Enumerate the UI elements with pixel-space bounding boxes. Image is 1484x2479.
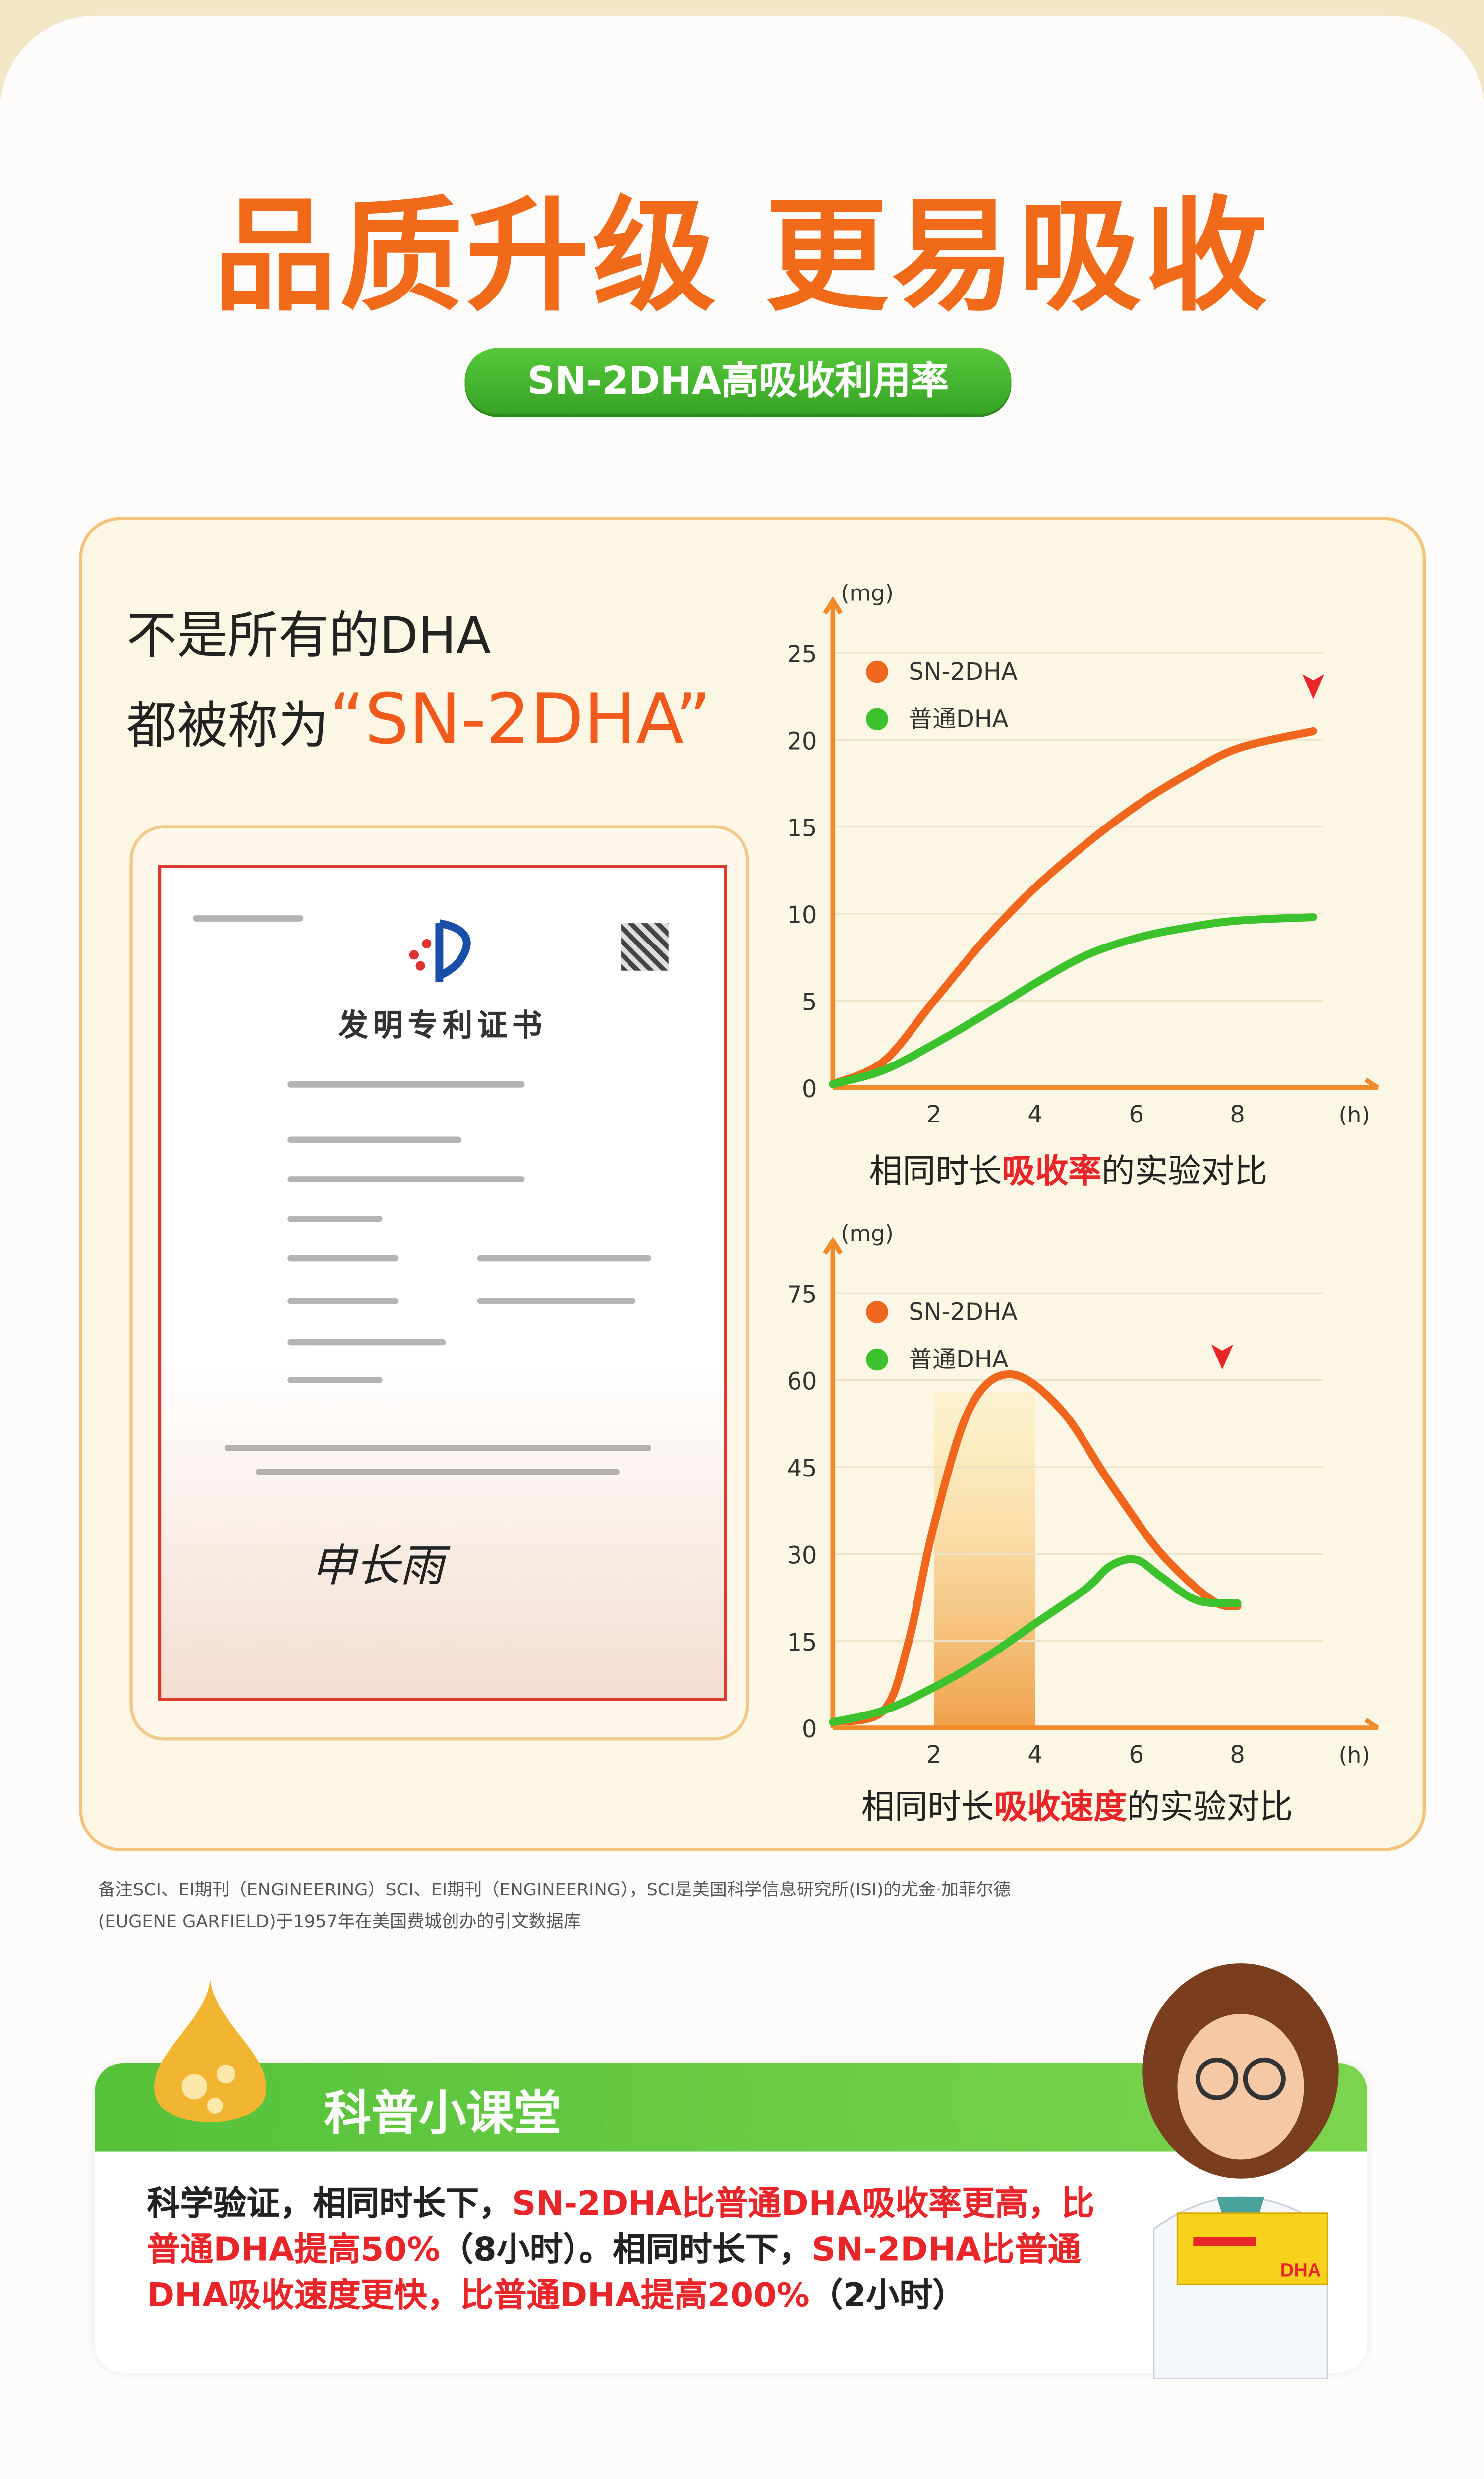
y-tick-label: 45 [787, 1455, 817, 1482]
series-line-0 [829, 1370, 1242, 1726]
lead-highlight: “SN-2DHA” [329, 680, 711, 761]
y-tick-label: 30 [787, 1542, 817, 1569]
certificate-text-line [287, 1215, 383, 1222]
classroom-segment: （2小时） [809, 2276, 966, 2314]
y-axis-label: (mg) [841, 1221, 894, 1246]
legend-label: 普通DHA [909, 706, 1008, 733]
chart1-title: 相同时长吸收率的实验对比 [869, 1152, 1268, 1190]
lead-prefix: 都被称为 [126, 695, 329, 756]
certificate-text-line [287, 1339, 446, 1346]
y-tick-label: 0 [802, 1716, 817, 1743]
legend-label: 普通DHA [909, 1346, 1008, 1373]
footnote-line2: (EUGENE GARFIELD)于1957年在美国费城创办的引文数据库 [98, 1911, 581, 1932]
certificate-text-line [287, 1081, 525, 1088]
axes [823, 596, 1379, 1090]
highlight-band [934, 1391, 1035, 1728]
x-tick-label: 2 [926, 1101, 941, 1128]
chart2-title: 相同时长吸收速度的实验对比 [861, 1788, 1293, 1826]
classroom-segment: SN-2DHA比普通DHA吸收速度更快，比普通DHA提高200% [147, 2230, 1081, 2314]
y-tick-label: 20 [787, 728, 817, 755]
qr-code [621, 923, 669, 971]
dha-box-label: DHA [1280, 2259, 1321, 2281]
chart-absorption-rate: 0 5 10 15 20 25 2 4 6 8 (mg) (h) SN-2DHA 普通DHA [787, 581, 1379, 1128]
x-tick-label: 4 [1027, 1101, 1042, 1128]
oil-drop-icon [154, 1979, 267, 2122]
classroom-segment: 科学验证，相同时长下， [147, 2184, 513, 2223]
certificate-title: 发明专利证书 [338, 1008, 547, 1044]
patent-logo-icon [409, 919, 471, 982]
x-axis-label: (h) [1339, 1742, 1370, 1768]
classroom-text: 科学验证，相同时长下，SN-2DHA比普通DHA吸收率更高，比普通DHA提高50… [147, 2182, 1095, 2319]
signature: 申长雨 [311, 1539, 445, 1592]
legend-marker [866, 1348, 888, 1371]
x-axis-label: (h) [1339, 1102, 1370, 1128]
lead-line1: 不是所有的DHA [126, 605, 491, 666]
certificate-text-line [287, 1136, 462, 1143]
x-tick-label: 6 [1129, 1741, 1143, 1769]
legend-label: SN-2DHA [909, 658, 1018, 686]
certificate-text-line [287, 1255, 399, 1262]
y-tick-label: 60 [787, 1368, 817, 1396]
x-tick-label: 8 [1230, 1101, 1245, 1128]
x-tick-label: 6 [1129, 1101, 1143, 1128]
axes [823, 1236, 1379, 1730]
classroom-segment: （8小时）。相同时长下， [440, 2230, 812, 2269]
y-tick-label: 25 [787, 641, 817, 668]
red-arrow-icon [1302, 674, 1324, 700]
y-tick-label: 5 [802, 989, 817, 1016]
certificate-text-line [287, 1298, 399, 1304]
chart-absorption-speed: 0 15 30 45 60 75 2 4 6 8 (mg) (h) SN-2DHA 普通DHA [787, 1221, 1379, 1769]
y-axis-label: (mg) [841, 581, 894, 606]
patent-certificate: 发明专利证书 申长雨 [158, 865, 727, 1701]
certificate-text-line [287, 1176, 525, 1182]
certificate-text-line [477, 1298, 635, 1304]
y-tick-label: 10 [787, 902, 817, 929]
footnote: 备注SCI、EI期刊（ENGINEERING）SCI、EI期刊（ENGINEER… [98, 1875, 1363, 1939]
legend-marker [866, 1301, 888, 1323]
series-line-1 [829, 1555, 1242, 1726]
red-arrow-icon [1211, 1344, 1234, 1370]
footnote-line1: 备注SCI、EI期刊（ENGINEERING）SCI、EI期刊（ENGINEER… [98, 1880, 1011, 1900]
lead-text: 不是所有的DHA 都被称为“SN-2DHA” [126, 593, 711, 768]
x-tick-label: 2 [926, 1741, 941, 1769]
y-tick-label: 0 [802, 1076, 817, 1103]
lead-line2: 都被称为“SN-2DHA” [126, 678, 711, 768]
certificate-text-line [224, 1445, 651, 1452]
doctor-illustration: DHA [1142, 1963, 1339, 2379]
page-title: 品质升级 更易吸收 [213, 186, 1271, 329]
y-tick-label: 15 [787, 1629, 817, 1656]
legend-marker [866, 708, 888, 731]
series-line-0 [829, 727, 1317, 1088]
y-tick-label: 15 [787, 815, 817, 842]
x-tick-label: 8 [1230, 1741, 1245, 1769]
certificate-text-line [256, 1469, 620, 1475]
certificate-text-line [477, 1255, 651, 1262]
x-tick-label: 4 [1027, 1741, 1042, 1769]
badge: SN-2DHA高吸收利用率 [464, 348, 1012, 414]
certificate-text-line [192, 915, 304, 922]
series-line-1 [829, 913, 1317, 1088]
legend-label: SN-2DHA [909, 1299, 1018, 1326]
classroom-segment: SN-2DHA比普通DHA吸收率更高，比普通DHA提高50% [147, 2184, 1095, 2269]
legend-marker [866, 660, 888, 683]
classroom-label: 科普小课堂 [324, 2086, 561, 2142]
certificate-text-line [287, 1377, 383, 1383]
y-tick-label: 75 [787, 1281, 817, 1308]
